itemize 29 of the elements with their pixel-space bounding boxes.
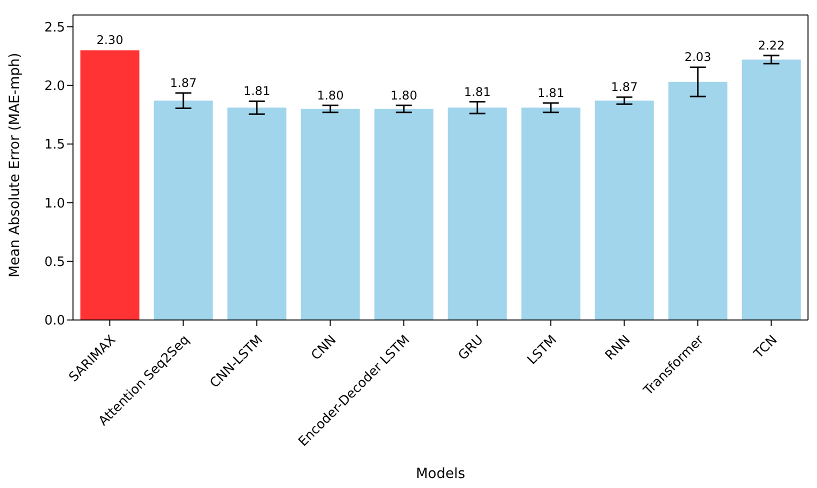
y-tick-label: 0.0 [44, 314, 65, 329]
y-tick-label: 1.5 [44, 138, 65, 153]
data-label: 1.81 [243, 84, 270, 98]
bar [742, 60, 801, 320]
bar [300, 108, 360, 320]
data-label: 2.22 [758, 38, 785, 52]
data-label: 1.80 [316, 88, 344, 102]
y-tick-label: 0.5 [44, 254, 65, 270]
y-tick-label: 2.0 [44, 79, 65, 94]
bar [227, 108, 286, 320]
bar [448, 108, 507, 320]
bar [154, 100, 213, 320]
x-tick-label: TCN [750, 332, 781, 362]
data-label: 1.81 [537, 86, 564, 100]
data-label: 2.03 [684, 50, 712, 64]
bar [594, 100, 654, 320]
data-label: 1.87 [610, 80, 638, 94]
y-axis-title: Mean Absolute Error (MAE-mph) [6, 52, 23, 278]
bar [521, 108, 580, 320]
data-label: 1.80 [390, 88, 418, 102]
x-axis-title: Models [416, 466, 466, 482]
bar [374, 108, 434, 320]
y-tick-label: 1.0 [44, 196, 65, 212]
data-label: 1.81 [464, 84, 491, 99]
data-label: 2.30 [96, 33, 124, 48]
y-tick-label: 2.5 [44, 20, 65, 36]
data-label: 1.87 [170, 76, 197, 90]
bar [80, 50, 140, 320]
bar [668, 82, 728, 320]
